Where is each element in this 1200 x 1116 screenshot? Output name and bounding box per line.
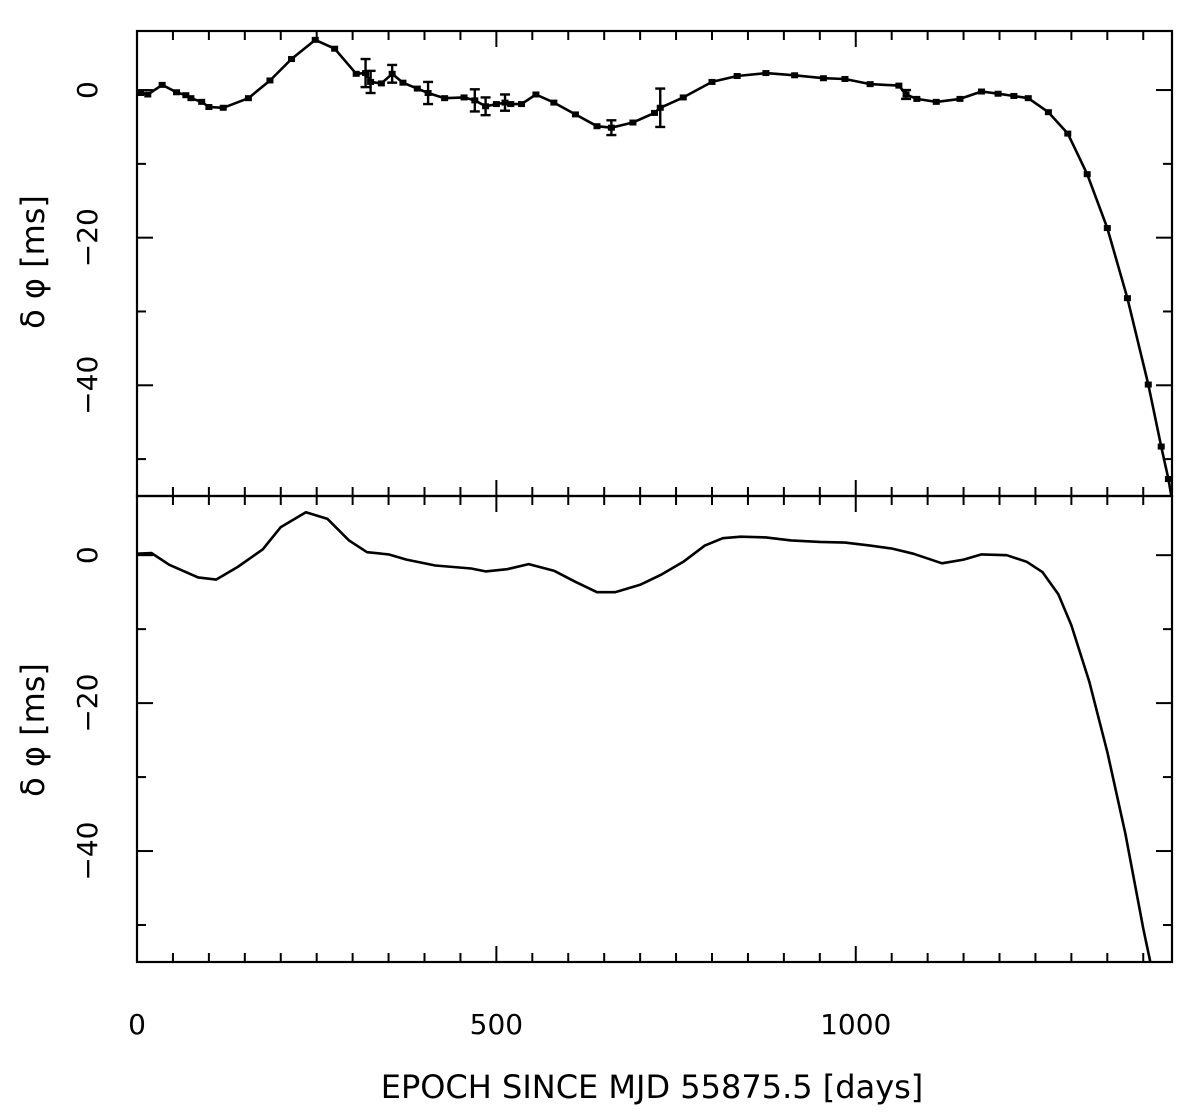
- top-data-point: [352, 70, 360, 77]
- top-data-point: [311, 36, 319, 43]
- bottom-series-line: [137, 510, 1152, 962]
- top-data-point: [593, 123, 601, 130]
- bottom-y-tick-label: 0: [71, 546, 104, 564]
- top-data-point: [994, 90, 1002, 97]
- top-data-point: [629, 119, 637, 126]
- top-data-point: [219, 104, 227, 111]
- top-y-tick-label: 0: [71, 81, 104, 99]
- bottom-y-axis-title: δ φ [ms]: [14, 663, 52, 797]
- top-data-point: [1024, 95, 1032, 102]
- bottom-plot-frame: [135, 494, 1174, 964]
- top-data-point: [144, 91, 152, 98]
- top-data-point: [441, 95, 449, 102]
- top-data-point: [413, 85, 421, 92]
- top-data-point: [173, 89, 181, 96]
- top-data-point: [1103, 225, 1111, 232]
- top-data-point: [651, 109, 658, 116]
- x-tick-label: 500: [470, 1008, 523, 1041]
- top-data-point: [244, 95, 252, 102]
- top-panel: 0 −20 −40: [71, 29, 1174, 498]
- top-series-line: [140, 38, 1172, 496]
- bottom-y-tick-label: −20: [71, 674, 104, 733]
- bottom-y-tick-label: −40: [71, 822, 104, 881]
- top-data-point: [1064, 130, 1072, 137]
- top-data-point: [978, 88, 986, 95]
- bottom-panel: 0 −20 −40 0 500 1000: [71, 494, 1174, 1041]
- top-data-point: [819, 75, 827, 82]
- x-axis-title: EPOCH SINCE MJD 55875.5 [days]: [381, 1068, 924, 1106]
- top-data-point: [137, 90, 145, 96]
- top-data-point: [205, 104, 213, 111]
- top-data-point: [158, 81, 166, 88]
- top-data-point: [187, 95, 195, 102]
- top-data-point: [913, 95, 921, 102]
- top-data-point: [841, 75, 849, 82]
- top-plot-frame: [135, 29, 1174, 498]
- top-data-point: [331, 45, 339, 52]
- top-data-point: [1083, 171, 1091, 178]
- top-y-tick-label: −40: [71, 356, 104, 415]
- top-data-point: [791, 72, 799, 79]
- top-data-point: [507, 101, 515, 108]
- top-data-point: [198, 98, 206, 105]
- top-data-point: [679, 94, 687, 101]
- top-data-point: [1123, 295, 1131, 302]
- top-data-point: [571, 111, 579, 118]
- top-data-point: [1144, 381, 1152, 388]
- top-data-point: [1010, 92, 1018, 99]
- top-data-point: [288, 56, 296, 63]
- top-data-point: [733, 73, 741, 80]
- top-data-point: [1044, 109, 1052, 116]
- top-data-point: [762, 70, 770, 77]
- top-y-tick-label: −20: [71, 208, 104, 267]
- top-data-point: [460, 94, 468, 101]
- top-y-axis-title: δ φ [ms]: [14, 195, 52, 329]
- bottom-data-group: [137, 510, 1152, 962]
- top-data-point: [518, 101, 526, 108]
- top-data-point: [895, 82, 903, 89]
- top-data-point: [932, 98, 940, 105]
- top-data-group: [137, 36, 1172, 496]
- top-data-point: [532, 91, 540, 98]
- top-data-point: [708, 78, 716, 85]
- top-data-point: [1157, 443, 1165, 450]
- top-data-point: [377, 80, 385, 87]
- top-data-point: [492, 101, 500, 108]
- top-data-point: [866, 81, 874, 88]
- x-tick-label: 1000: [820, 1008, 891, 1041]
- top-data-point: [956, 95, 964, 102]
- top-data-point: [182, 92, 190, 99]
- x-tick-label: 0: [128, 1008, 146, 1041]
- top-data-point: [399, 79, 407, 86]
- top-data-point: [1164, 476, 1172, 483]
- top-data-point: [266, 77, 274, 84]
- top-data-point: [550, 99, 558, 106]
